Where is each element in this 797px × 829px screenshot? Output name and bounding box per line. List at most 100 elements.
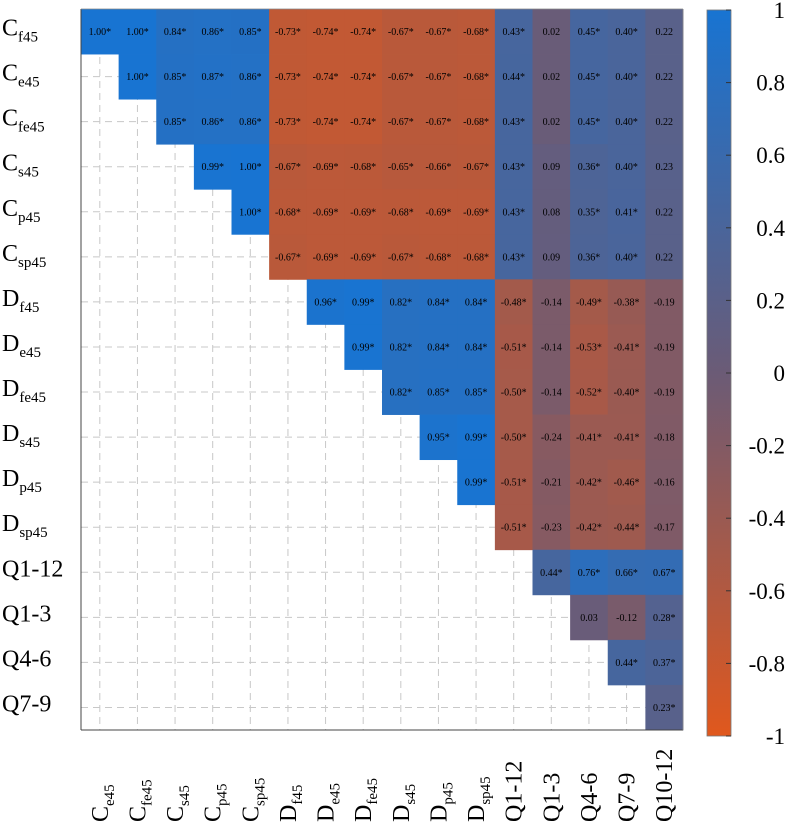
colorbar-tick-label: 0.2 (756, 288, 785, 313)
cell-value-label: 0.99* (352, 297, 375, 308)
heatmap-cell (193, 54, 232, 100)
cell-value-label: -0.17 (654, 523, 675, 534)
cell-value-label: 0.02 (543, 117, 561, 128)
cell-value-label: 0.95* (427, 433, 450, 444)
cell-value-label: 0.85* (427, 388, 450, 399)
heatmap-cell (607, 549, 646, 596)
cell-value-label: -0.14 (541, 297, 562, 308)
heatmap-cell (532, 54, 571, 100)
cell-value-label: 1.00* (126, 72, 149, 83)
heatmap-cell (607, 99, 646, 145)
cell-value-label: 0.84* (164, 27, 187, 38)
heatmap-cell (306, 54, 345, 100)
heatmap-cell (532, 549, 571, 596)
cell-value-label: 0.44* (615, 658, 638, 669)
cell-value-label: -0.65* (388, 162, 414, 173)
row-label: Cp45 (2, 196, 41, 226)
heatmap-cell (419, 369, 458, 415)
cell-value-label: -0.24 (541, 433, 562, 444)
cell-value-label: -0.46* (614, 478, 640, 489)
column-label: Q4-6 (577, 773, 603, 822)
cell-value-label: 0.99* (465, 478, 488, 489)
cell-value-label: 0.43* (502, 27, 525, 38)
heatmap-cell (607, 639, 646, 686)
cell-value-label: -0.19 (654, 388, 675, 399)
heatmap-cell (532, 414, 571, 461)
heatmap-cell (344, 144, 383, 190)
cell-value-label: 0.84* (465, 297, 488, 308)
colorbar-tick-label: 0.6 (756, 143, 785, 168)
colorbar-tick-label: -0.6 (749, 579, 785, 604)
heatmap-cell (494, 144, 533, 190)
heatmap-cell (306, 279, 345, 325)
column-label: Q7-9 (615, 773, 641, 822)
cell-value-label: -0.12 (616, 613, 637, 624)
row-label: Cf45 (2, 16, 38, 46)
row-label: Cs45 (2, 151, 39, 181)
heatmap-cell (532, 504, 571, 551)
heatmap-cell (645, 234, 684, 280)
heatmap-cell (419, 9, 458, 55)
heatmap-cell (570, 9, 609, 55)
column-label: Ce45 (88, 784, 118, 822)
heatmap-cell (382, 54, 421, 100)
cell-value-label: -0.49* (576, 297, 602, 308)
cell-value-label: -0.41* (614, 342, 640, 353)
cell-value-label: -0.19 (654, 342, 675, 353)
cell-value-label: 0.40* (615, 162, 638, 173)
colorbar: 1 0.8 0.6 0.4 0.2 0 -0.2 -0.4 -0.6 -0.8 -1 (706, 0, 786, 749)
cell-value-label: -0.73* (275, 72, 301, 83)
cell-value-label: 0.36* (578, 162, 601, 173)
row-labels: Cf45 Ce45 Cfe45 Cs45 Cp45 Csp45 Df45 De45 Dfe45 D… (2, 16, 63, 718)
heatmap-cell (570, 414, 609, 461)
row-label: Dfe45 (2, 376, 46, 406)
heatmap-cell (570, 324, 609, 370)
cell-value-label: -0.18 (654, 433, 675, 444)
heatmap-cell (645, 144, 684, 190)
heatmap-cell (607, 279, 646, 325)
cell-value-label: -0.68* (463, 72, 489, 83)
cell-value-label: 1.00* (126, 27, 149, 38)
cell-value-label: 0.44* (540, 568, 563, 579)
heatmap-cell (645, 9, 684, 55)
heatmap-cell (532, 9, 571, 55)
row-label: Cfe45 (2, 106, 45, 136)
cell-value-label: -0.67* (426, 72, 452, 83)
heatmap-cell (645, 279, 684, 325)
cell-value-label: 0.45* (578, 72, 601, 83)
heatmap-cell (607, 504, 646, 551)
heatmap-cell (419, 189, 458, 235)
heatmap-cell (645, 639, 684, 686)
heatmap-cell (532, 99, 571, 145)
heatmap-cell (457, 459, 496, 506)
column-label: Dfe45 (351, 778, 381, 822)
cell-value-label: 0.03 (580, 613, 598, 624)
row-label: Ds45 (2, 421, 40, 451)
cell-value-label: -0.16 (654, 478, 675, 489)
heatmap-cell (156, 54, 195, 100)
heatmap-cell (607, 594, 646, 641)
cell-value-label: -0.68* (463, 117, 489, 128)
heatmap-cell (570, 189, 609, 235)
heatmap-cell (494, 9, 533, 55)
heatmap-cell (645, 54, 684, 100)
heatmap-cell (494, 189, 533, 235)
cell-value-label: -0.52* (576, 388, 602, 399)
heatmap-cell (306, 234, 345, 280)
heatmap-cell (532, 144, 571, 190)
cell-value-label: 0.23* (653, 703, 676, 714)
cell-value-label: 1.00* (89, 27, 112, 38)
heatmap-cell (645, 549, 684, 596)
heatmap-cell (494, 459, 533, 506)
heatmap-cell (457, 279, 496, 325)
heatmap-cell (81, 9, 120, 55)
heatmap-cell (645, 594, 684, 641)
cell-value-label: 0.40* (615, 252, 638, 263)
heatmap-cell (457, 234, 496, 280)
cell-value-label: 0.99* (201, 162, 224, 173)
heatmap-cell (494, 324, 533, 370)
cell-value-label: -0.74* (350, 117, 376, 128)
heatmap-cell (570, 144, 609, 190)
cell-value-label: -0.74* (350, 72, 376, 83)
heatmap-cell (344, 324, 383, 370)
